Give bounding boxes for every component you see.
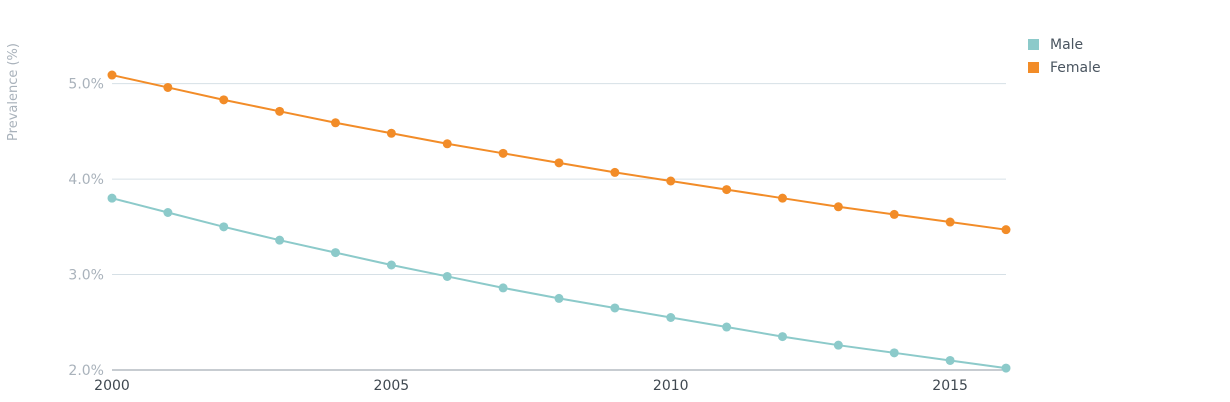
- y-tick-label: 5.0%: [68, 77, 104, 93]
- data-point-female[interactable]: [498, 148, 508, 158]
- data-point-male[interactable]: [498, 283, 508, 293]
- y-tick-label: 2.0%: [68, 363, 104, 379]
- y-tick-label: 4.0%: [68, 172, 104, 188]
- data-point-female[interactable]: [833, 202, 843, 212]
- x-tick-label: 2015: [932, 378, 968, 394]
- legend-label: Male: [1050, 36, 1084, 53]
- x-tick-label: 2000: [94, 378, 130, 394]
- gridlines: [112, 83, 1006, 371]
- data-point-male[interactable]: [610, 303, 620, 313]
- data-point-male[interactable]: [107, 193, 117, 203]
- data-point-female[interactable]: [275, 106, 285, 116]
- data-point-male[interactable]: [442, 271, 452, 281]
- data-point-male[interactable]: [945, 355, 955, 365]
- data-point-female[interactable]: [442, 139, 452, 149]
- legend-swatch: [1028, 62, 1039, 73]
- data-point-female[interactable]: [331, 118, 340, 128]
- data-point-female[interactable]: [889, 209, 899, 219]
- data-point-male[interactable]: [386, 260, 396, 270]
- y-tick-label: 3.0%: [68, 268, 104, 284]
- data-point-male[interactable]: [331, 248, 340, 258]
- x-tick-label: 2010: [653, 378, 689, 394]
- data-point-female[interactable]: [554, 158, 564, 168]
- data-point-male[interactable]: [554, 293, 564, 303]
- y-axis-label: Prevalence (%): [6, 43, 21, 141]
- legend-item-female[interactable]: Female: [1028, 56, 1101, 79]
- data-point-male[interactable]: [163, 208, 173, 217]
- data-point-female[interactable]: [1001, 225, 1011, 235]
- legend-label: Female: [1050, 59, 1101, 76]
- data-point-female[interactable]: [610, 167, 620, 177]
- x-tick-label: 2005: [374, 378, 410, 394]
- legend-item-male[interactable]: Male: [1028, 33, 1101, 56]
- data-point-female[interactable]: [945, 217, 955, 227]
- series-line-female: [111, 74, 1007, 231]
- x-axis-ticks: 2000 2005 2010 2015: [94, 378, 968, 394]
- data-point-male[interactable]: [778, 332, 787, 342]
- data-point-male[interactable]: [1001, 363, 1011, 373]
- legend-swatch: [1028, 39, 1039, 50]
- series-male: [107, 193, 1011, 373]
- data-point-female[interactable]: [163, 82, 173, 92]
- data-point-male[interactable]: [889, 348, 899, 358]
- data-point-female[interactable]: [722, 185, 732, 195]
- data-point-male[interactable]: [219, 222, 229, 232]
- data-point-male[interactable]: [666, 313, 676, 322]
- data-point-male[interactable]: [833, 340, 843, 350]
- data-point-male[interactable]: [722, 322, 732, 332]
- series: [107, 70, 1011, 373]
- data-point-female[interactable]: [666, 176, 676, 186]
- data-point-female[interactable]: [386, 128, 396, 138]
- y-axis-ticks: 2.0% 3.0% 4.0% 5.0%: [68, 77, 104, 379]
- series-female: [107, 70, 1011, 235]
- data-point-female[interactable]: [219, 95, 229, 105]
- data-point-female[interactable]: [778, 193, 787, 203]
- legend: Male Female: [1028, 33, 1101, 79]
- series-line-male: [111, 197, 1007, 370]
- data-point-female[interactable]: [107, 70, 117, 80]
- data-point-male[interactable]: [275, 235, 285, 245]
